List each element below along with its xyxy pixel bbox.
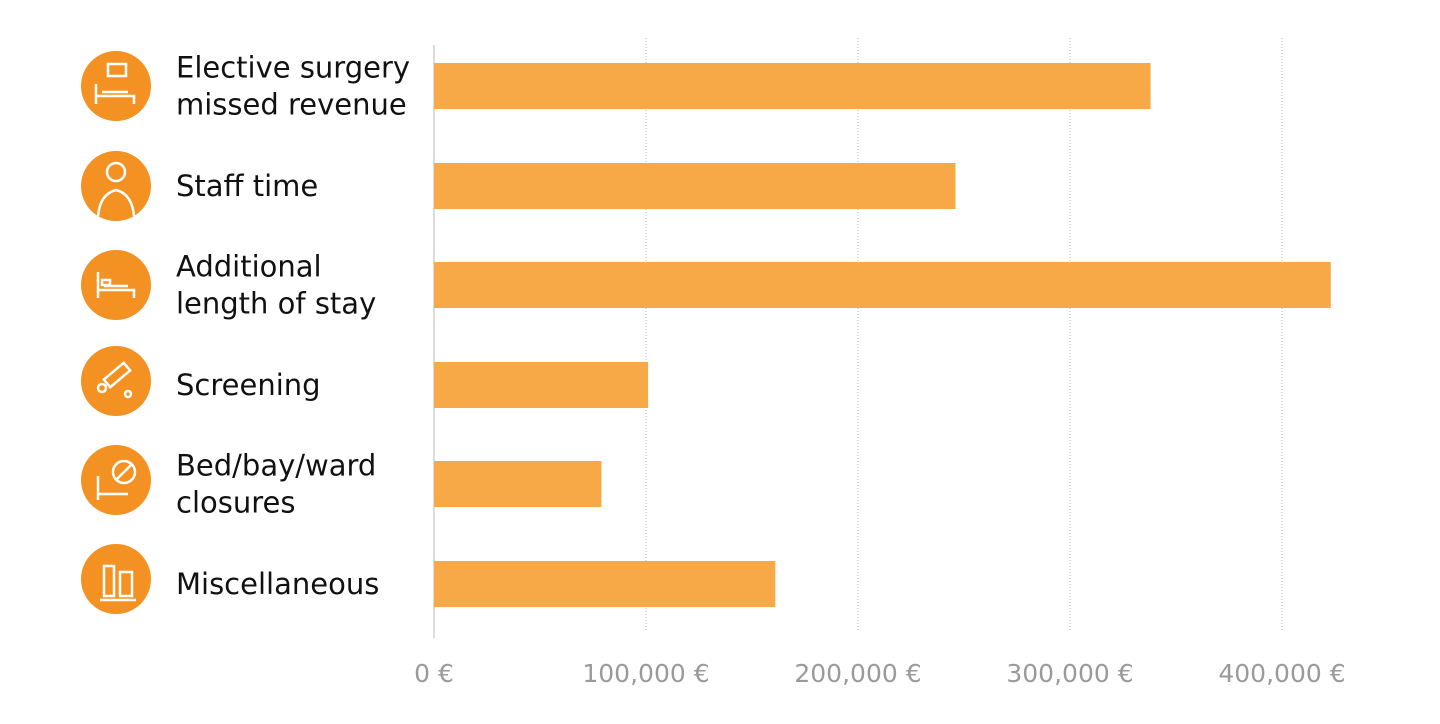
- bar: [434, 163, 956, 209]
- icon-misc: [81, 544, 151, 614]
- icon-surgery: [81, 51, 151, 121]
- bar: [434, 461, 602, 507]
- category-label: Miscellaneous: [176, 567, 379, 601]
- icons: [81, 51, 151, 614]
- bar: [434, 63, 1151, 109]
- x-tick-label: 400,000 €: [1218, 659, 1345, 688]
- x-tick-label: 300,000 €: [1006, 659, 1133, 688]
- bar: [434, 561, 776, 607]
- x-tick-label: 100,000 €: [582, 659, 709, 688]
- x-tick-label: 200,000 €: [794, 659, 921, 688]
- category-label: Staff time: [176, 169, 318, 203]
- bar: [434, 362, 649, 408]
- icon-staff: [81, 151, 151, 221]
- category-label: Screening: [176, 368, 321, 402]
- bar: [434, 262, 1331, 308]
- category-label: Additional length of stay: [176, 250, 376, 321]
- category-label: Elective surgery missed revenue: [176, 51, 410, 122]
- x-tick-label: 0 €: [414, 659, 454, 688]
- icon-drawings: [94, 62, 137, 602]
- category-label: Bed/bay/ward closures: [176, 449, 376, 520]
